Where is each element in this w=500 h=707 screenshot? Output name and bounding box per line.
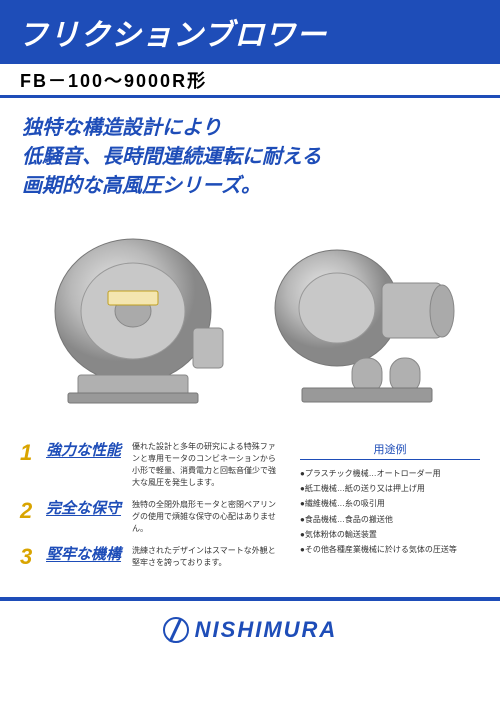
uses-list: ●プラスチック機械…オートローダー用 ●紙工機械…紙の送り又は押上げ用 ●繊維機…: [300, 466, 480, 557]
use-item: ●食品機械…食品の搬送他: [300, 512, 480, 527]
features-list: 1 強力な性能 優れた設計と多年の研究による特殊ファンと専用モータのコンビネーシ…: [20, 441, 280, 579]
blower-side-view: [262, 233, 462, 413]
blower-front-view: [38, 233, 238, 413]
title-bar: フリクションブロワー: [0, 0, 500, 64]
tagline-line: 独特な構造設計により: [22, 114, 478, 143]
model-bar: FB－100～9000R形: [0, 64, 500, 98]
tagline-line: 画期的な高風圧シリーズ。: [22, 172, 478, 201]
use-item: ●繊維機械…糸の吸引用: [300, 496, 480, 511]
use-item: ●紙工機械…紙の送り又は押上げ用: [300, 481, 480, 496]
page-title: フリクションブロワー: [18, 10, 327, 54]
feature-item: 3 堅牢な機構 洗練されたデザインはスマートな外観と堅牢さを誇っております。: [20, 545, 280, 569]
feature-number: 1: [20, 441, 38, 465]
feature-description: 独特の全閉外扇形モータと密閉ベアリングの使用で煩雑な保守の心配はありません。: [132, 499, 280, 535]
use-item: ●その他各種産業機械に於ける気体の圧送等: [300, 542, 480, 557]
feature-title: 強力な性能: [46, 441, 124, 461]
features-section: 1 強力な性能 優れた設計と多年の研究による特殊ファンと専用モータのコンビネーシ…: [0, 433, 500, 591]
tagline: 独特な構造設計により 低騒音、長時間連続運転に耐える 画期的な高風圧シリーズ。: [0, 98, 500, 213]
feature-item: 1 強力な性能 優れた設計と多年の研究による特殊ファンと専用モータのコンビネーシ…: [20, 441, 280, 489]
use-item: ●プラスチック機械…オートローダー用: [300, 466, 480, 481]
brand-name: NISHIMURA: [195, 617, 338, 643]
feature-title: 堅牢な機構: [46, 545, 124, 565]
uses-title: 用途例: [300, 441, 480, 460]
feature-number: 3: [20, 545, 38, 569]
footer-divider: [0, 597, 500, 601]
feature-number: 2: [20, 499, 38, 523]
product-images: [0, 213, 500, 433]
feature-title: 完全な保守: [46, 499, 124, 519]
feature-description: 洗練されたデザインはスマートな外観と堅牢さを誇っております。: [132, 545, 280, 569]
tagline-line: 低騒音、長時間連続運転に耐える: [22, 143, 478, 172]
model-number: FB－100～9000R形: [20, 67, 207, 93]
footer: NISHIMURA: [0, 609, 500, 651]
use-item: ●気体粉体の輸送装置: [300, 527, 480, 542]
feature-description: 優れた設計と多年の研究による特殊ファンと専用モータのコンビネーションから小形で軽…: [132, 441, 280, 489]
feature-item: 2 完全な保守 独特の全閉外扇形モータと密閉ベアリングの使用で煩雑な保守の心配は…: [20, 499, 280, 535]
brand-logo-icon: [163, 617, 189, 643]
uses-section: 用途例 ●プラスチック機械…オートローダー用 ●紙工機械…紙の送り又は押上げ用 …: [300, 441, 480, 579]
